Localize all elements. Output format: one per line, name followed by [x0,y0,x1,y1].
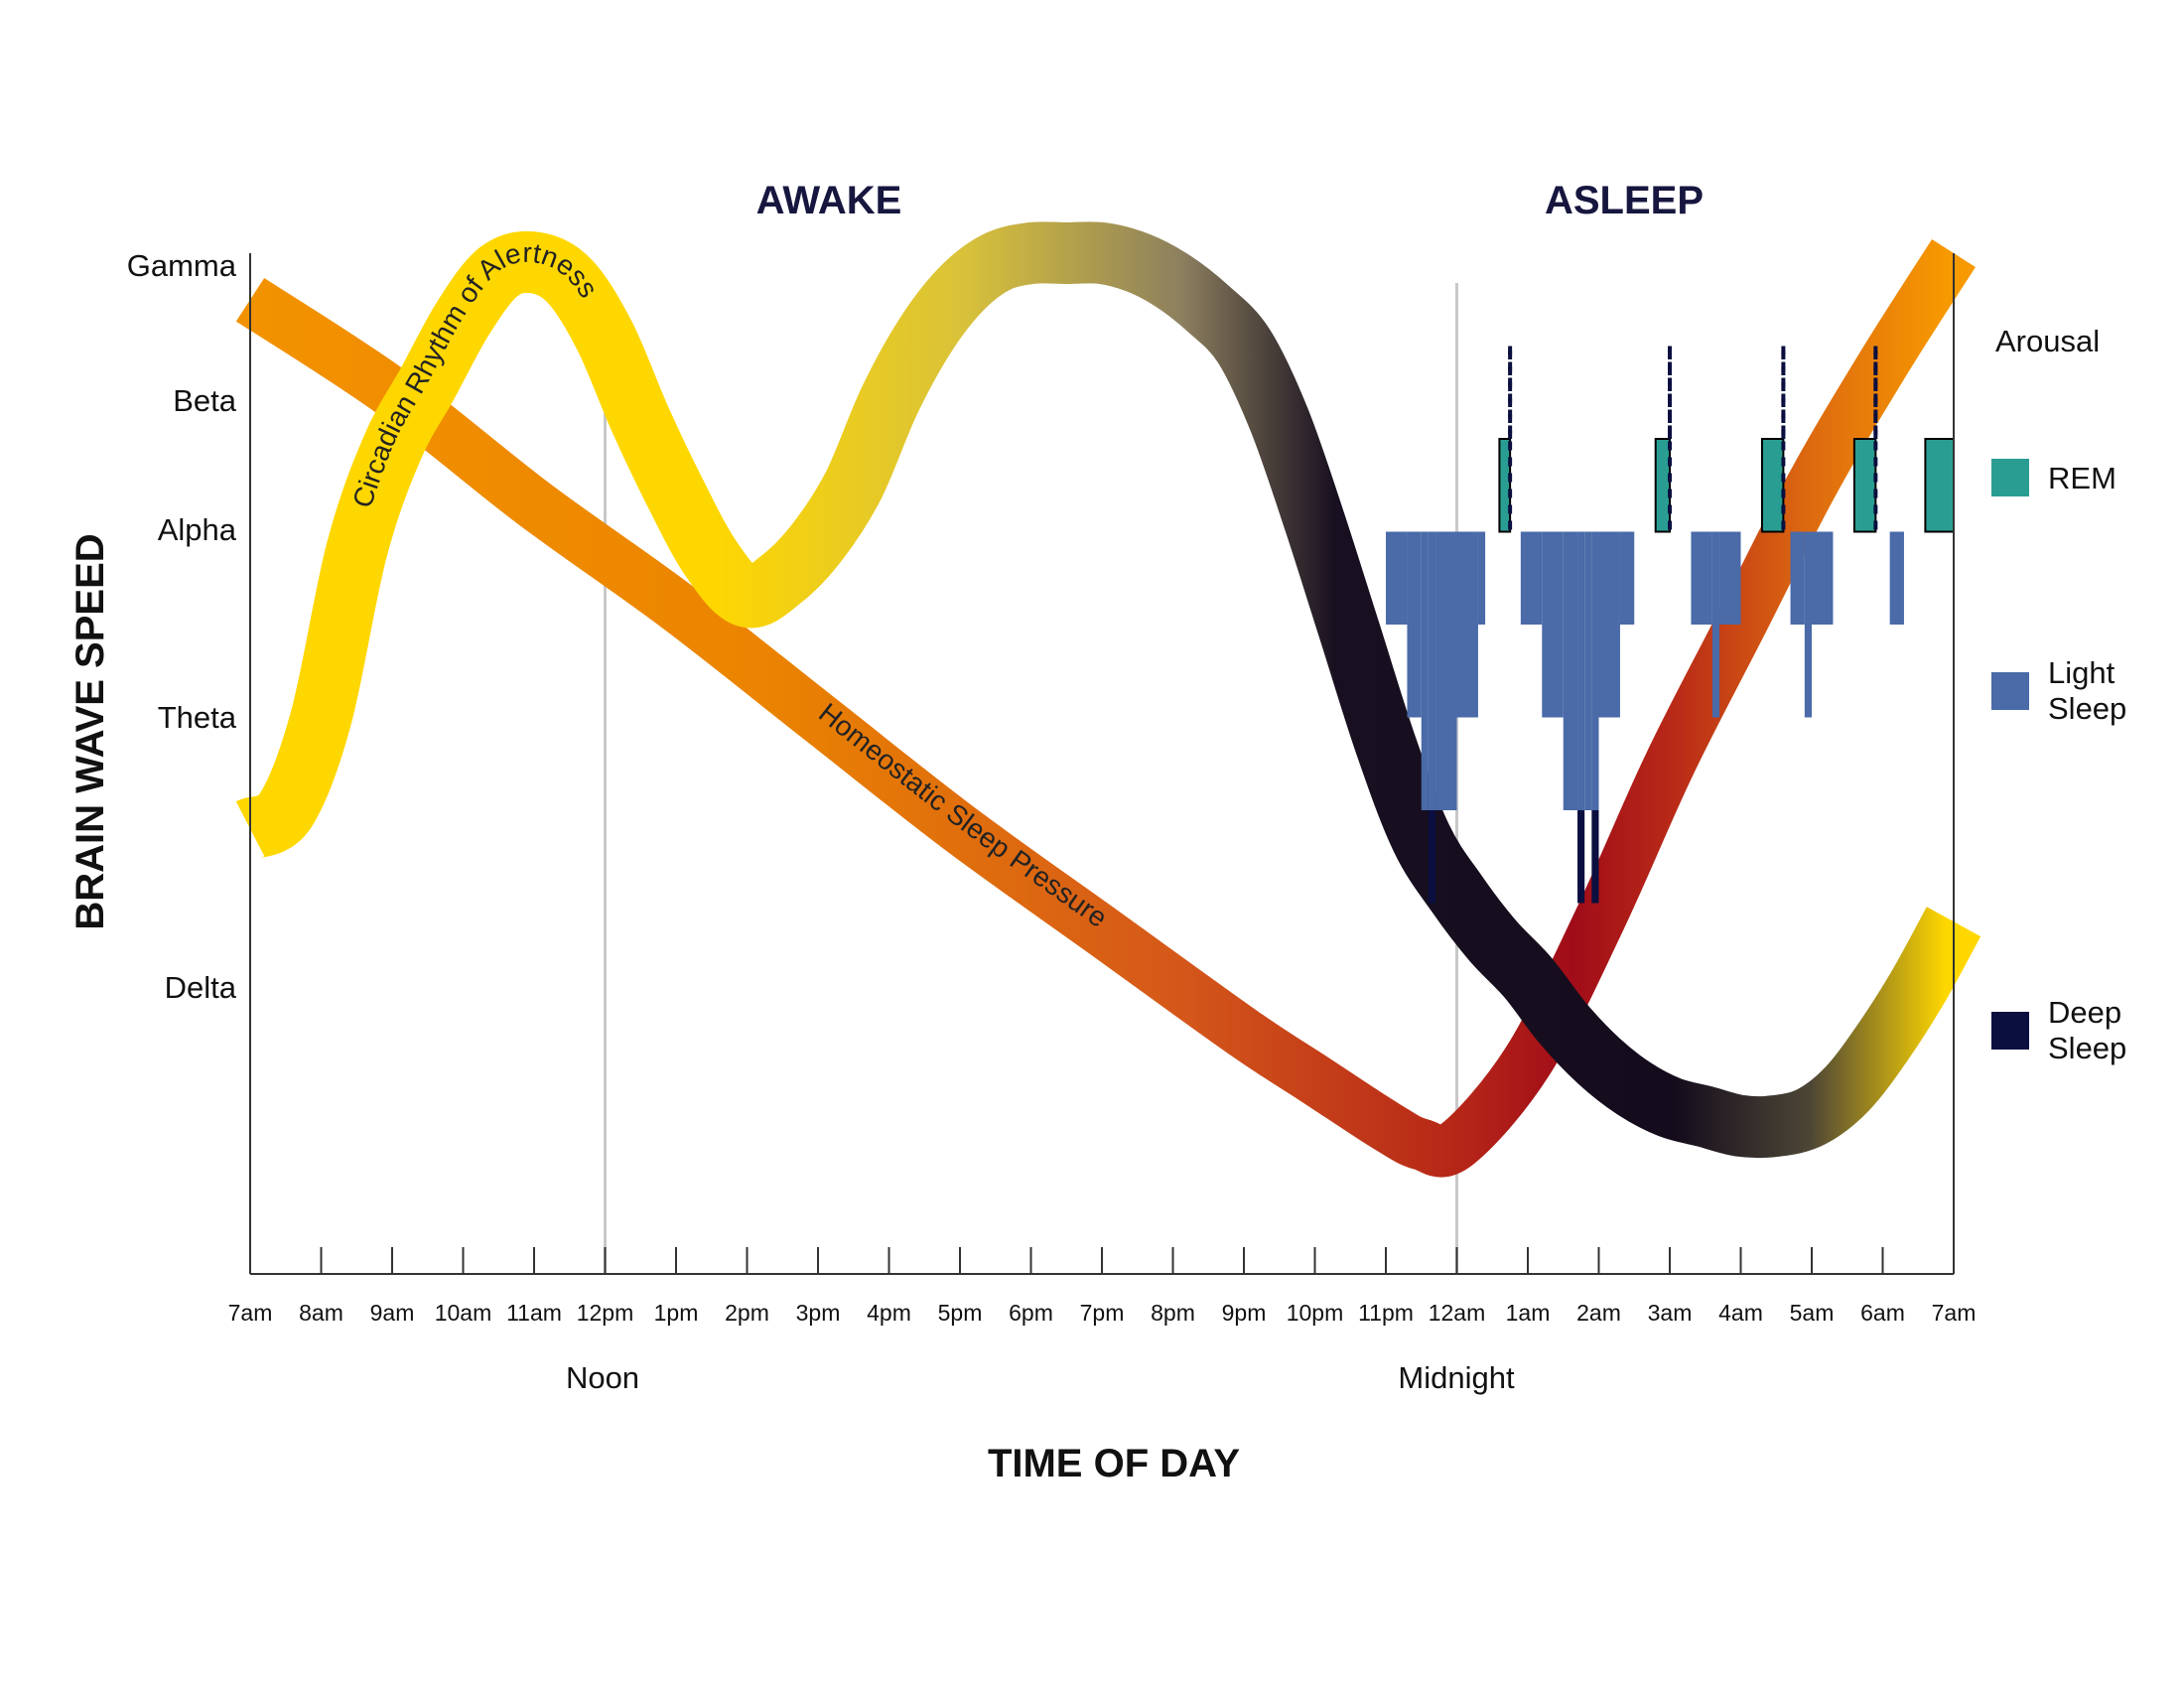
x-tick-label: 11am [506,1300,562,1326]
y-level-label: Gamma [127,248,237,283]
y-axis-title: BRAIN WAVE SPEED [68,533,112,929]
legend: Arousal REM Light Sleep Deep Sleep [1991,324,2130,1065]
legend-label-light-sleep-line2: Sleep [2048,691,2126,726]
light-sleep-block [1542,531,1564,718]
hypnogram [1386,346,1956,904]
legend-swatch-light-sleep [1991,672,2029,710]
y-level-label: Alpha [158,512,237,547]
y-level-labels: Gamma Beta Alpha Theta Delta [127,248,237,1005]
rem-block [1760,438,1785,533]
circadian-curve [235,221,1981,1159]
light-sleep-block [1563,531,1578,810]
rem-block [1498,438,1512,533]
deep-sleep-block [1591,810,1599,904]
x-tick-label: 5pm [938,1300,983,1326]
deep-sleep-block [1428,810,1436,904]
rem-block [1852,438,1877,533]
x-tick-label: 1am [1506,1300,1551,1326]
sleep-pressure-curve [235,239,1976,1178]
x-tick-label: 4am [1718,1300,1763,1326]
legend-label-deep-sleep-line1: Deep [2048,995,2121,1030]
legend-label-light-sleep-line1: Light [2048,655,2116,690]
circadian-layer [235,221,1981,1159]
light-sleep-block [1456,531,1478,718]
phase-title-awake: AWAKE [756,179,902,222]
x-tick-label: 7am [228,1300,273,1326]
light-sleep-block [1520,531,1543,625]
x-tick-label: 9am [370,1300,415,1326]
light-sleep-block [1435,531,1457,810]
x-tick-label: 5am [1790,1300,1835,1326]
x-tick-label: 11pm [1358,1300,1414,1326]
light-sleep-block [1577,531,1585,810]
light-sleep-block [1790,531,1805,625]
deep-sleep-block [1577,810,1585,904]
x-axis-tick-labels: 7am 8am 9am 10am 11am 12pm 1pm 2pm 3pm 4pm 5pm 6pm 7… [228,1300,1977,1326]
pressure-curve-label-text: Homeostatic Sleep Pressure [813,697,1113,933]
marker-lines [604,283,1458,1274]
marker-label-noon: Noon [566,1360,639,1395]
legend-label-rem: REM [2048,461,2116,495]
legend-label-deep-sleep: Deep Sleep [2048,995,2130,1065]
x-tick-label: 12am [1429,1300,1486,1326]
y-level-label: Beta [173,383,237,418]
light-sleep-block [1804,531,1812,718]
x-tick-label: 10pm [1287,1300,1344,1326]
legend-swatch-rem [1991,459,2029,496]
x-axis-ticks [249,1247,1955,1274]
light-sleep-block [1386,531,1408,625]
x-tick-label: 8am [299,1300,343,1326]
light-sleep-block [1619,531,1635,625]
x-tick-label: 8pm [1151,1300,1195,1326]
legend-swatch-deep-sleep [1991,1012,2029,1050]
pressure-curve-label: Homeostatic Sleep Pressure [813,697,1113,933]
light-sleep-block [1711,531,1720,718]
y-level-label: Delta [165,970,237,1005]
light-sleep-block [1812,531,1834,625]
light-sleep-block [1889,531,1904,625]
legend-label-arousal: Arousal [1995,324,2100,358]
x-tick-label: 1pm [654,1300,699,1326]
x-tick-label: 10am [435,1300,492,1326]
x-tick-label: 6pm [1009,1300,1053,1326]
light-sleep-block [1477,531,1486,625]
x-tick-label: 2am [1576,1300,1621,1326]
x-tick-label: 7pm [1080,1300,1125,1326]
light-sleep-block [1719,531,1741,625]
light-sleep-block [1691,531,1712,625]
light-sleep-block [1407,531,1422,718]
x-tick-label: 12pm [577,1300,634,1326]
light-sleep-block [1584,531,1592,810]
legend-label-deep-sleep-line2: Sleep [2048,1031,2126,1065]
marker-label-midnight: Midnight [1398,1360,1515,1395]
x-tick-label: 7am [1932,1300,1977,1326]
y-level-label: Theta [158,700,237,735]
x-axis-title: TIME OF DAY [988,1442,1240,1485]
rem-block [1654,438,1671,533]
x-tick-label: 3am [1648,1300,1693,1326]
x-tick-label: 4pm [867,1300,911,1326]
legend-label-light-sleep: Light Sleep [2048,655,2126,726]
light-sleep-block [1428,531,1436,810]
x-tick-label: 9pm [1222,1300,1267,1326]
x-tick-label: 2pm [725,1300,769,1326]
x-tick-label: 3pm [796,1300,841,1326]
phase-title-asleep: ASLEEP [1545,179,1704,222]
x-tick-label: 6am [1860,1300,1905,1326]
light-sleep-block [1598,531,1620,718]
light-sleep-block [1421,531,1429,810]
light-sleep-block [1591,531,1599,810]
sleep-pressure-layer [235,239,1976,1178]
rem-block [1924,438,1956,533]
